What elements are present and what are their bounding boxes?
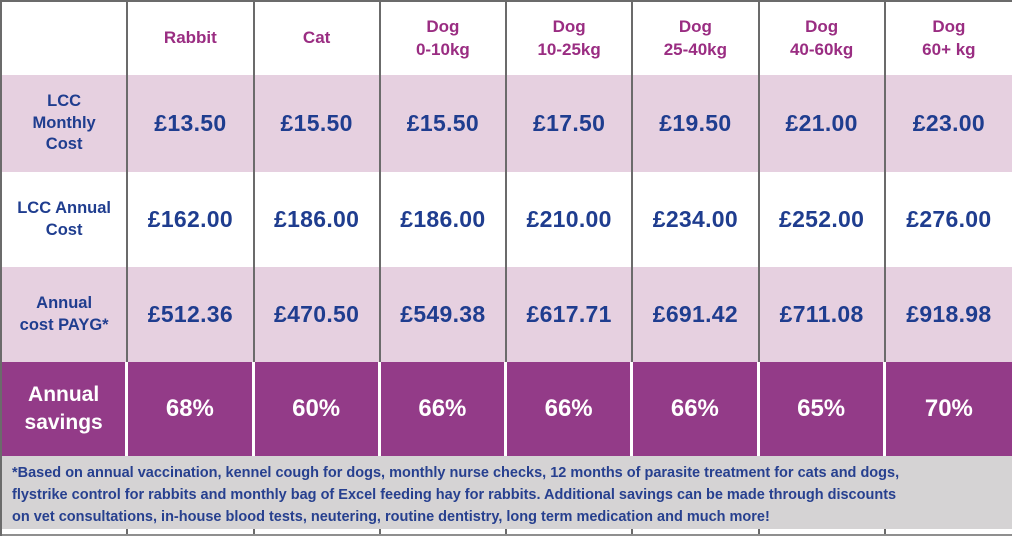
column-header-label: Dog — [678, 17, 712, 37]
price-cell: £21.00 — [759, 75, 886, 172]
bottom-edge-segment — [760, 529, 886, 534]
column-header-label: Cat — [302, 28, 331, 48]
savings-cell: 68% — [128, 362, 255, 456]
price-cell: £711.08 — [759, 267, 886, 362]
row-label-line: LCC — [47, 91, 82, 110]
column-header-dog-0-10kg: Dog 0-10kg — [380, 2, 507, 75]
row-label-line: savings — [24, 411, 103, 434]
savings-cell: 66% — [633, 362, 760, 456]
row-label-line: LCC Annual — [17, 198, 112, 217]
price-cell: £186.00 — [254, 172, 381, 267]
row-label-lcc-monthly-cost: LCC Monthly Cost — [2, 75, 129, 172]
price-cell: £186.00 — [380, 172, 507, 267]
column-header-label: Dog — [426, 17, 460, 37]
bottom-edge-segment — [255, 529, 381, 534]
savings-cell: 70% — [885, 362, 1012, 456]
price-cell: £17.50 — [507, 75, 634, 172]
column-header-dog-10-25kg: Dog 10-25kg — [507, 2, 634, 75]
price-cell: £512.36 — [128, 267, 255, 362]
bottom-edge-segment — [507, 529, 634, 534]
row-label-lcc-annual-cost: LCC Annual Cost — [2, 172, 129, 267]
price-cell: £617.71 — [507, 267, 634, 362]
savings-cell: 66% — [507, 362, 634, 456]
footnote-line: *Based on annual vaccination, kennel cou… — [12, 465, 900, 481]
price-cell: £19.50 — [633, 75, 760, 172]
column-header-label: 60+ kg — [922, 39, 976, 59]
bottom-edge-segment — [381, 529, 507, 534]
price-cell: £470.50 — [254, 267, 381, 362]
price-cell: £252.00 — [759, 172, 886, 267]
price-cell: £210.00 — [507, 172, 634, 267]
savings-cell: 60% — [254, 362, 381, 456]
column-header-dog-40-60kg: Dog 40-60kg — [759, 2, 886, 75]
row-label-line: Annual — [28, 382, 100, 406]
corner-cell — [2, 2, 129, 75]
column-header-cat: Cat — [254, 2, 381, 75]
bottom-edge-segment — [886, 529, 1012, 534]
price-cell: £549.38 — [380, 267, 507, 362]
pricing-grid: Rabbit Cat Dog 0-10kg Dog 10-25kg Dog 25… — [2, 2, 1012, 456]
column-header-rabbit: Rabbit — [128, 2, 255, 75]
row-label-line: Annual — [36, 293, 93, 312]
price-cell: £918.98 — [885, 267, 1012, 362]
savings-cell: 65% — [759, 362, 886, 456]
bottom-edge-segment — [128, 529, 255, 534]
price-cell: £15.50 — [254, 75, 381, 172]
column-header-label: 0-10kg — [415, 39, 470, 59]
price-cell: £162.00 — [128, 172, 255, 267]
price-cell: £13.50 — [128, 75, 255, 172]
bottom-edge-segment — [2, 529, 129, 534]
footnote-line: flystrike control for rabbits and monthl… — [12, 486, 897, 503]
price-cell: £234.00 — [633, 172, 760, 267]
column-header-dog-25-40kg: Dog 25-40kg — [633, 2, 760, 75]
price-cell: £23.00 — [885, 75, 1012, 172]
column-header-label: Rabbit — [163, 28, 217, 48]
row-label-annual-cost-payg: Annual cost PAYG* — [2, 267, 129, 362]
row-label-annual-savings: Annual savings — [2, 362, 129, 456]
column-header-label: 10-25kg — [537, 39, 601, 59]
bottom-edge-segment — [633, 529, 760, 534]
price-cell: £691.42 — [633, 267, 760, 362]
footnote: *Based on annual vaccination, kennel cou… — [2, 456, 1012, 529]
row-label-line: Monthly — [32, 113, 96, 132]
row-label-line: Cost — [45, 135, 83, 154]
column-header-label: Dog — [805, 17, 839, 37]
row-label-line: Cost — [45, 220, 83, 239]
price-cell: £15.50 — [380, 75, 507, 172]
column-header-label: Dog — [932, 17, 966, 37]
bottom-table-edge — [2, 529, 1012, 536]
column-header-label: Dog — [552, 17, 586, 37]
row-label-line: cost PAYG* — [19, 315, 109, 334]
footnote-line: on vet consultations, in-house blood tes… — [12, 508, 770, 525]
price-cell: £276.00 — [885, 172, 1012, 267]
column-header-label: 40-60kg — [789, 39, 854, 59]
column-header-dog-60plus-kg: Dog 60+ kg — [885, 2, 1012, 75]
savings-cell: 66% — [380, 362, 507, 456]
column-header-label: 25-40kg — [663, 39, 728, 59]
